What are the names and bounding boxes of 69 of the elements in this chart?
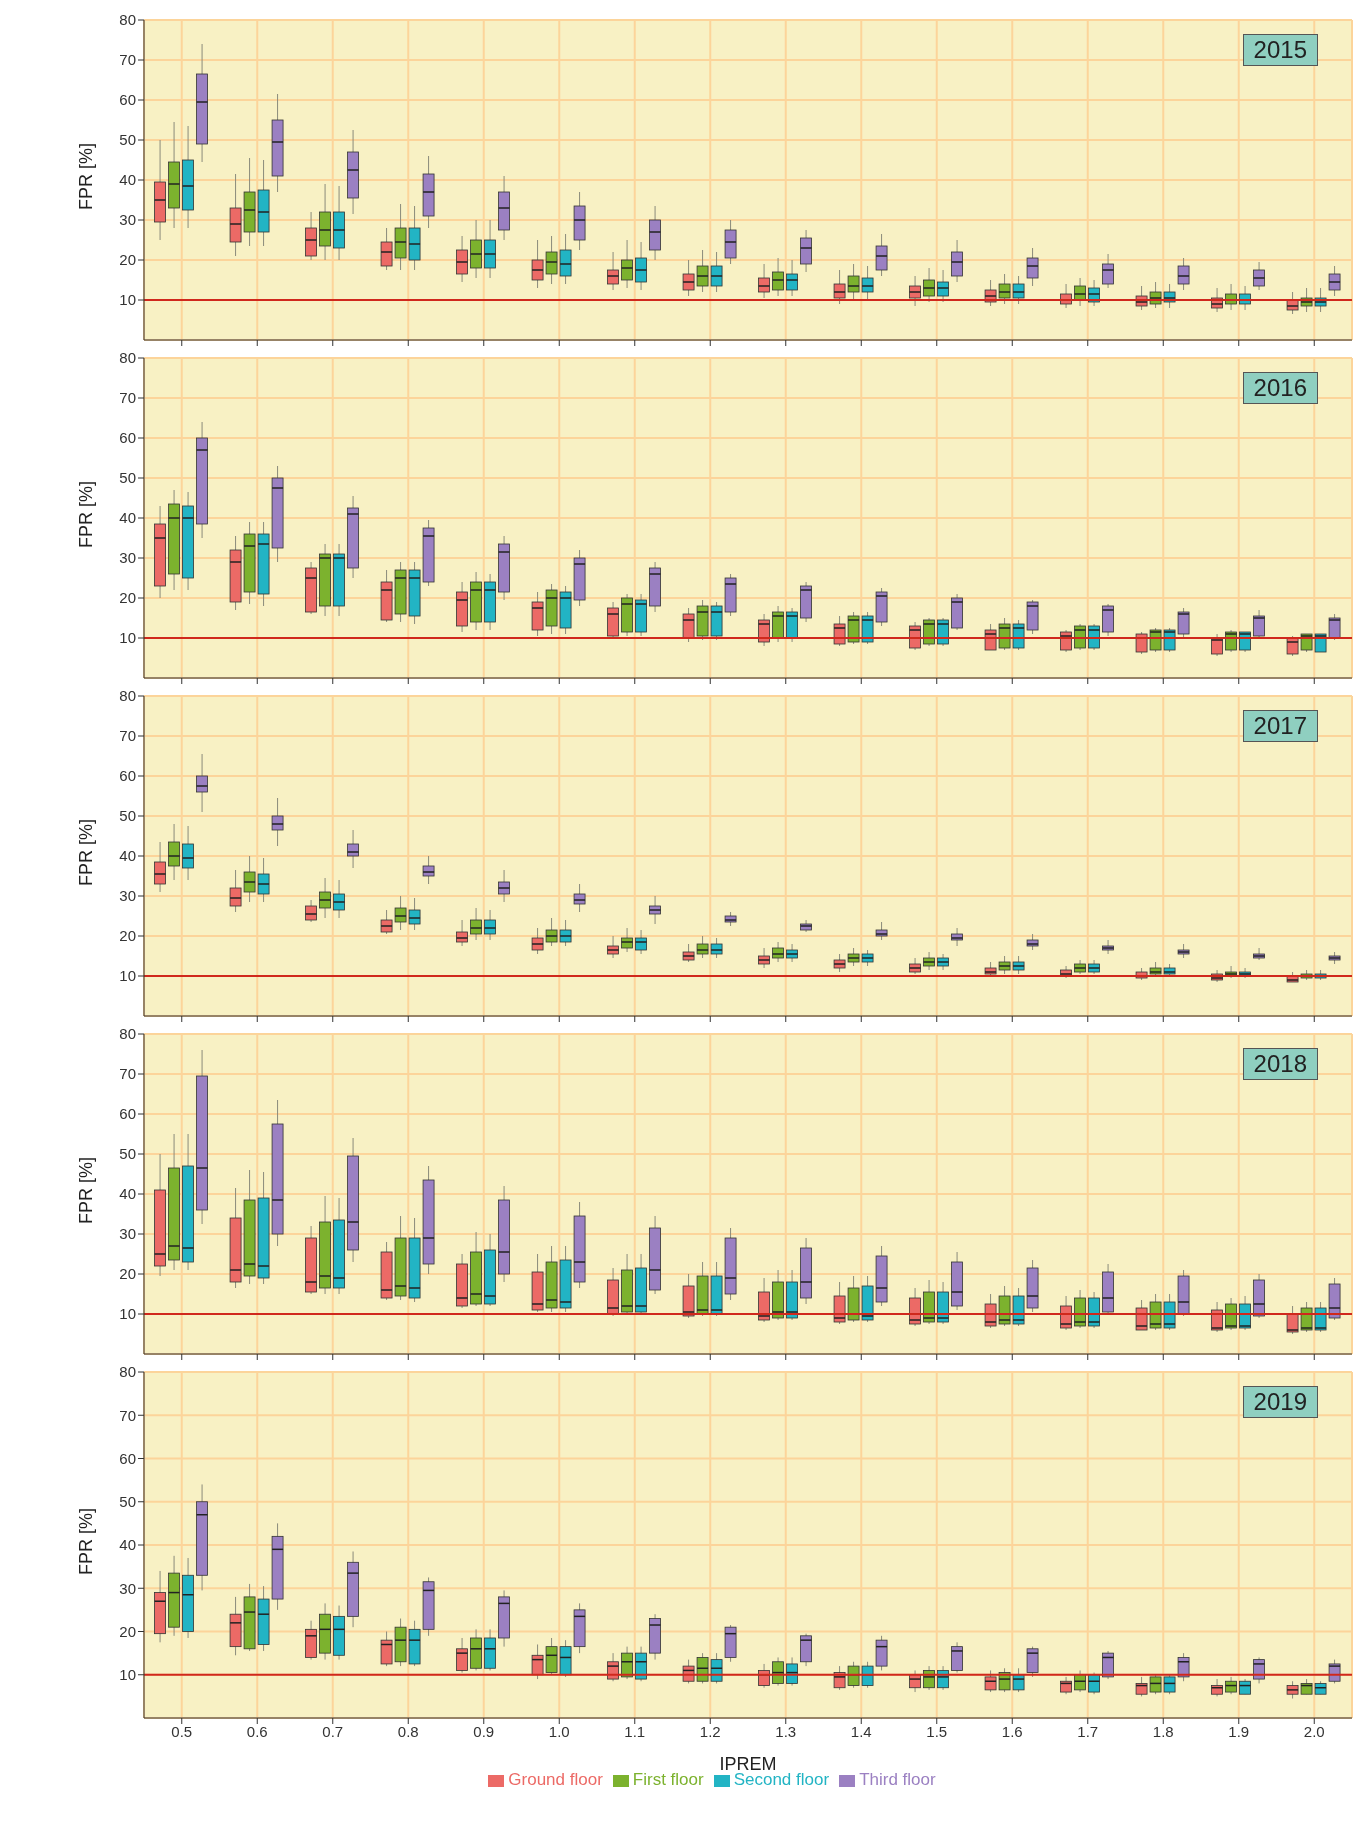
x-tick-label: 1.0 (548, 1722, 570, 1740)
y-axis-title: FPR [%] (76, 480, 97, 548)
y-tick-label: 20 (119, 1622, 136, 1640)
y-tick-label: 70 (119, 51, 136, 69)
x-tick-label: 0.5 (171, 1722, 193, 1740)
y-tick-label: 60 (119, 767, 136, 785)
x-tick-label: 0.6 (246, 1722, 268, 1740)
y-tick-label: 50 (119, 1145, 136, 1163)
y-tick-label: 80 (119, 1025, 136, 1043)
y-tick-label: 20 (119, 251, 136, 269)
y-tick-label: 80 (119, 349, 136, 367)
y-tick-label: 40 (119, 847, 136, 865)
y-tick-label: 20 (119, 589, 136, 607)
y-axis-title: FPR [%] (76, 1156, 97, 1224)
y-tick-label: 70 (119, 1406, 136, 1424)
annotation: 2016 (1242, 372, 1318, 404)
y-tick-label: 20 (119, 1265, 136, 1283)
y-tick-label: 50 (119, 469, 136, 487)
y-axis-title: FPR [%] (76, 818, 97, 886)
y-tick-label: 40 (119, 1185, 136, 1203)
y-axis-title: FPR [%] (76, 142, 97, 210)
annotation: 2018 (1242, 1048, 1318, 1080)
x-tick-label: 1.9 (1228, 1722, 1250, 1740)
x-tick-label: 1.5 (926, 1722, 948, 1740)
y-tick-label: 30 (119, 549, 136, 567)
legend-label: First floor (632, 1770, 704, 1789)
y-tick-label: 70 (119, 1065, 136, 1083)
y-tick-label: 10 (119, 629, 136, 647)
y-tick-label: 60 (119, 429, 136, 447)
y-tick-label: 50 (119, 131, 136, 149)
y-tick-label: 80 (119, 1363, 136, 1381)
annotation: 2015 (1242, 34, 1318, 66)
y-tick-label: 10 (119, 1305, 136, 1323)
x-tick-label: 2.0 (1303, 1722, 1325, 1740)
y-tick-label: 50 (119, 807, 136, 825)
x-tick-label: 0.9 (473, 1722, 495, 1740)
y-tick-label: 80 (119, 11, 136, 29)
x-tick-label: 0.8 (397, 1722, 419, 1740)
legend-label: Ground floor (508, 1770, 603, 1789)
x-tick-label: 1.3 (775, 1722, 797, 1740)
y-tick-label: 60 (119, 91, 136, 109)
y-tick-label: 80 (119, 687, 136, 705)
y-tick-label: 70 (119, 389, 136, 407)
x-tick-label: 0.7 (322, 1722, 344, 1740)
legend-label: Third floor (859, 1770, 936, 1789)
y-tick-label: 20 (119, 927, 136, 945)
annotation: 2017 (1242, 710, 1318, 742)
y-tick-label: 50 (119, 1493, 136, 1511)
x-tick-label: 1.8 (1152, 1722, 1174, 1740)
y-tick-label: 10 (119, 1666, 136, 1684)
y-tick-label: 60 (119, 1449, 136, 1467)
annotation: 2019 (1242, 1386, 1318, 1418)
x-tick-label: 1.4 (850, 1722, 872, 1740)
y-tick-label: 30 (119, 887, 136, 905)
y-tick-label: 60 (119, 1105, 136, 1123)
y-tick-label: 40 (119, 509, 136, 527)
y-tick-label: 40 (119, 1536, 136, 1554)
y-tick-label: 30 (119, 211, 136, 229)
y-tick-label: 10 (119, 967, 136, 985)
y-tick-label: 30 (119, 1225, 136, 1243)
x-tick-label: 1.2 (699, 1722, 721, 1740)
y-axis-title: FPR [%] (76, 1507, 97, 1575)
y-tick-label: 30 (119, 1579, 136, 1597)
y-tick-label: 40 (119, 171, 136, 189)
y-tick-label: 10 (119, 291, 136, 309)
x-tick-label: 1.1 (624, 1722, 646, 1740)
y-tick-label: 70 (119, 727, 136, 745)
x-tick-label: 1.7 (1077, 1722, 1099, 1740)
x-tick-label: 1.6 (1001, 1722, 1023, 1740)
